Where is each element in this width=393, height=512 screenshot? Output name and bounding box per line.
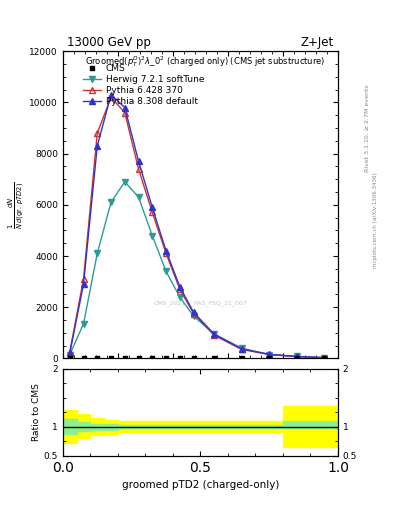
Text: CMS_2021_-_PAS_FSQ_21_007: CMS_2021_-_PAS_FSQ_21_007 — [154, 300, 247, 306]
Legend: CMS, Herwig 7.2.1 softTune, Pythia 6.428 370, Pythia 8.308 default: CMS, Herwig 7.2.1 softTune, Pythia 6.428… — [81, 62, 206, 108]
Y-axis label: $\frac{1}{N}\frac{dN}{d(\mathrm{gr.}\,pTD2)}$: $\frac{1}{N}\frac{dN}{d(\mathrm{gr.}\,pT… — [7, 181, 26, 229]
X-axis label: groomed pTD2 (charged-only): groomed pTD2 (charged-only) — [122, 480, 279, 490]
Y-axis label: Ratio to CMS: Ratio to CMS — [32, 383, 41, 441]
Text: Groomed$(p_T^D)^2\lambda\_0^2$ (charged only) (CMS jet substructure): Groomed$(p_T^D)^2\lambda\_0^2$ (charged … — [85, 54, 325, 69]
Text: Rivet 3.1.10, ≥ 2.7M events: Rivet 3.1.10, ≥ 2.7M events — [365, 84, 370, 172]
Text: 13000 GeV pp: 13000 GeV pp — [67, 36, 151, 49]
Text: Z+Jet: Z+Jet — [301, 36, 334, 49]
Text: mcplots.cern.ch [arXiv:1306.3436]: mcplots.cern.ch [arXiv:1306.3436] — [373, 173, 378, 268]
